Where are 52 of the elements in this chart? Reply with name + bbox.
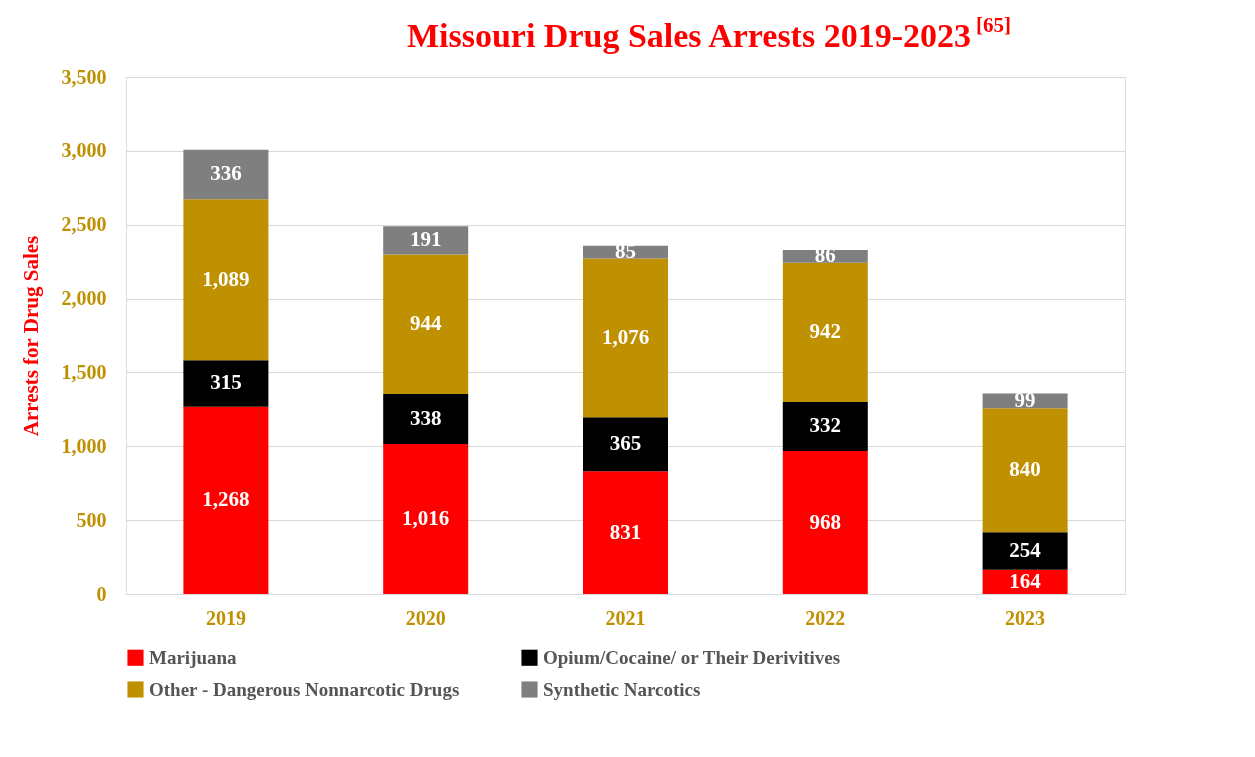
data-label: 365 (609, 431, 642, 456)
bar (183, 406, 269, 594)
bar (782, 401, 868, 452)
x-tick-label: 2021 (605, 606, 646, 629)
data-label: 164 (1009, 568, 1042, 593)
x-tick-label: 2019 (205, 606, 246, 629)
data-label: 1,089 (202, 266, 250, 291)
bar (183, 360, 269, 407)
bar (383, 443, 469, 594)
y-tick-label: 3,500 (61, 65, 107, 88)
bar (583, 417, 668, 472)
bar (583, 258, 668, 418)
y-tick-label: 1,500 (61, 360, 107, 383)
bar (183, 149, 269, 200)
data-label: 831 (609, 519, 642, 544)
bar (782, 262, 868, 402)
x-tick-label: 2023 (1005, 606, 1046, 629)
data-label: 315 (210, 370, 242, 395)
data-label: 338 (409, 405, 442, 430)
data-label: 944 (409, 311, 442, 336)
y-tick-label: 2,500 (61, 213, 107, 236)
y-tick-label: 2,000 (61, 287, 107, 310)
bar (782, 451, 868, 594)
bar (583, 471, 668, 594)
bar (383, 226, 469, 255)
x-tick-label: 2020 (405, 606, 446, 629)
y-axis-title: Arrests for Drug Sales (18, 235, 43, 437)
legend-label: Marijuana (149, 646, 238, 668)
bar (982, 408, 1068, 533)
data-label: 942 (809, 319, 842, 344)
data-label: 1,268 (202, 487, 250, 512)
legend-label: Other - Dangerous Nonnarcotic Drugs (149, 678, 460, 700)
data-label: 840 (1009, 457, 1041, 482)
legend-label: Synthetic Narcotics (543, 678, 701, 700)
y-tick-label: 3,000 (61, 139, 107, 162)
data-label: 336 (210, 161, 242, 186)
y-tick-label: 1,000 (61, 434, 107, 457)
data-label: 191 (409, 227, 442, 252)
data-label: 332 (809, 413, 842, 438)
bar (383, 393, 469, 444)
bar (183, 199, 269, 361)
bar (383, 254, 469, 394)
legend-label: Opium/Cocaine/ or Their Derivitives (543, 646, 841, 668)
data-label: 99 (1014, 387, 1036, 412)
data-label: 968 (809, 509, 842, 534)
y-tick-label: 0 (96, 582, 107, 605)
data-label: 1,076 (601, 324, 650, 349)
bar (982, 532, 1068, 570)
y-tick-label: 500 (76, 508, 107, 531)
data-label: 254 (1009, 538, 1042, 563)
data-label: 1,016 (402, 505, 450, 530)
x-tick-label: 2022 (805, 606, 846, 629)
